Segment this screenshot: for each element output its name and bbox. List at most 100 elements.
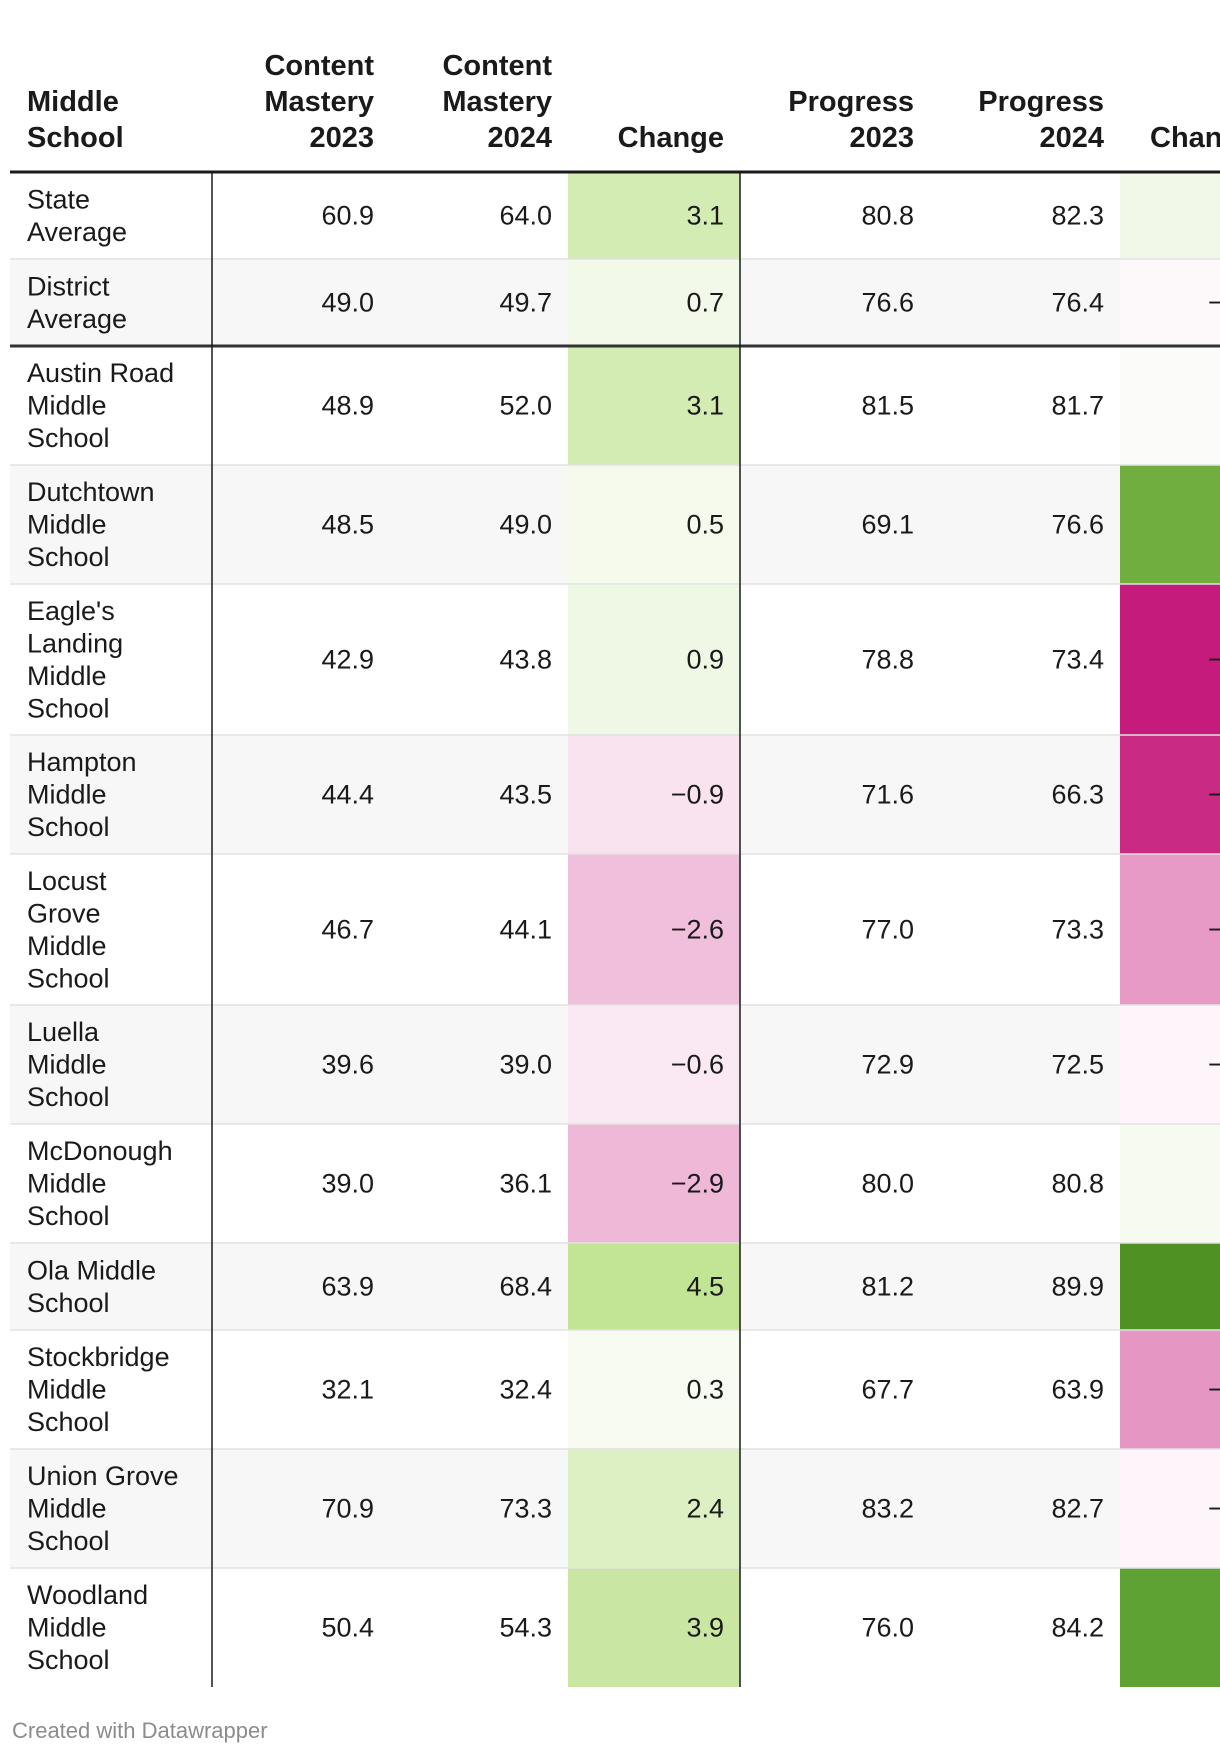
content-mastery-2023: 42.9 [321, 645, 374, 675]
content-mastery-2023: 50.4 [321, 1613, 374, 1643]
school-name: Landing [27, 628, 123, 658]
change-value: 2.4 [686, 1494, 724, 1524]
progress-2024: 76.6 [1051, 510, 1104, 540]
content-mastery-2023: 39.0 [321, 1169, 374, 1199]
content-mastery-2023: 48.5 [321, 510, 374, 540]
progress-2023: 72.9 [861, 1050, 914, 1080]
school-name: McDonough [27, 1136, 173, 1166]
change-value: 4.5 [686, 1272, 724, 1302]
progress-2023: 76.0 [861, 1613, 914, 1643]
progress-change-value: − [1208, 780, 1220, 810]
change-cell [568, 584, 740, 735]
change-cell [568, 465, 740, 584]
header-cell-4: Progress [788, 86, 914, 118]
school-name: Austin Road [27, 358, 174, 388]
progress-change-value: − [1208, 1494, 1220, 1524]
school-name: School [27, 1407, 110, 1437]
content-mastery-2024: 39.0 [499, 1050, 552, 1080]
school-name: Luella [27, 1017, 100, 1047]
header-cell-2: Mastery [442, 86, 552, 118]
progress-2024: 82.3 [1051, 201, 1104, 231]
change-value: −0.6 [671, 1050, 724, 1080]
content-mastery-2023: 49.0 [321, 288, 374, 318]
content-mastery-2024: 64.0 [499, 201, 552, 231]
progress-2024: 82.7 [1051, 1494, 1104, 1524]
change-value: −2.6 [671, 915, 724, 945]
change-cell [568, 854, 740, 1005]
school-name: Union Grove [27, 1461, 179, 1491]
header-cell-0: Middle [27, 86, 119, 118]
school-name: School [27, 1288, 110, 1318]
school-name: Middle [27, 1494, 107, 1524]
change-cell [568, 1568, 740, 1687]
content-mastery-2023: 39.6 [321, 1050, 374, 1080]
content-mastery-2023: 46.7 [321, 915, 374, 945]
progress-2023: 77.0 [861, 915, 914, 945]
change-value: 3.1 [686, 201, 724, 231]
change-cell [568, 1124, 740, 1243]
school-name: Middle [27, 931, 107, 961]
school-name: Middle [27, 1169, 107, 1199]
progress-2023: 71.6 [861, 780, 914, 810]
progress-2023: 81.5 [861, 391, 914, 421]
content-mastery-2024: 49.7 [499, 288, 552, 318]
content-mastery-2024: 32.4 [499, 1375, 552, 1405]
school-name: School [27, 1645, 110, 1675]
progress-2023: 76.6 [861, 288, 914, 318]
progress-change-cell [1120, 259, 1220, 346]
progress-2023: 80.8 [861, 201, 914, 231]
content-mastery-2024: 44.1 [499, 915, 552, 945]
school-name: State [27, 184, 90, 214]
school-name: Middle [27, 661, 107, 691]
change-value: 3.1 [686, 391, 724, 421]
school-name: Locust [27, 866, 107, 896]
content-mastery-2023: 63.9 [321, 1272, 374, 1302]
content-mastery-2024: 68.4 [499, 1272, 552, 1302]
change-cell [568, 1449, 740, 1568]
school-name: School [27, 542, 110, 572]
progress-2023: 80.0 [861, 1169, 914, 1199]
progress-2024: 63.9 [1051, 1375, 1104, 1405]
school-name: Middle [27, 1375, 107, 1405]
progress-change-cell [1120, 584, 1220, 735]
change-cell [568, 1243, 740, 1330]
change-value: 0.3 [686, 1375, 724, 1405]
progress-change-value: − [1208, 645, 1220, 675]
progress-2024: 66.3 [1051, 780, 1104, 810]
progress-2023: 83.2 [861, 1494, 914, 1524]
progress-change-cell [1120, 1568, 1220, 1687]
content-mastery-2023: 32.1 [321, 1375, 374, 1405]
progress-change-cell [1120, 346, 1220, 465]
change-value: −0.9 [671, 780, 724, 810]
progress-change-cell [1120, 854, 1220, 1005]
progress-2023: 69.1 [861, 510, 914, 540]
progress-2024: 81.7 [1051, 391, 1104, 421]
progress-2024: 76.4 [1051, 288, 1104, 318]
content-mastery-2024: 49.0 [499, 510, 552, 540]
content-mastery-2024: 43.5 [499, 780, 552, 810]
school-name: Middle [27, 780, 107, 810]
progress-change-cell [1120, 1005, 1220, 1124]
school-name: School [27, 812, 110, 842]
change-value: 0.9 [686, 645, 724, 675]
school-name: Hampton [27, 747, 137, 777]
progress-change-cell [1120, 1330, 1220, 1449]
school-name: Dutchtown [27, 477, 155, 507]
progress-2024: 73.3 [1051, 915, 1104, 945]
progress-change-cell [1120, 172, 1220, 259]
change-cell [568, 346, 740, 465]
school-name: Grove [27, 898, 101, 928]
header-cell-2: 2024 [487, 122, 552, 154]
change-value: −2.9 [671, 1169, 724, 1199]
header-cell-5: Progress [978, 86, 1104, 118]
header-cell-1: Mastery [264, 86, 374, 118]
change-cell [568, 735, 740, 854]
school-name: School [27, 1201, 110, 1231]
progress-2023: 67.7 [861, 1375, 914, 1405]
change-cell [568, 259, 740, 346]
content-mastery-2023: 48.9 [321, 391, 374, 421]
progress-2024: 72.5 [1051, 1050, 1104, 1080]
progress-change-cell [1120, 465, 1220, 584]
progress-change-cell [1120, 1124, 1220, 1243]
